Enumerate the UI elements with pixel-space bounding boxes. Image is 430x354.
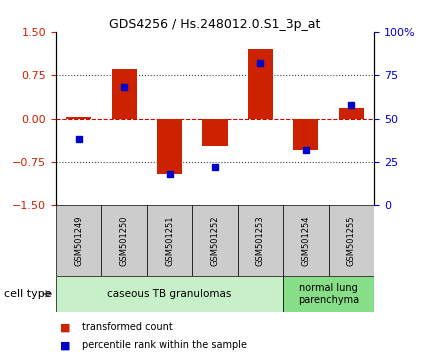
Text: normal lung
parenchyma: normal lung parenchyma — [298, 283, 359, 305]
Bar — [329, 205, 374, 276]
Bar — [339, 108, 364, 119]
Bar — [248, 49, 273, 119]
Bar — [56, 276, 283, 312]
Bar — [147, 205, 192, 276]
Text: cell type: cell type — [4, 289, 52, 299]
Title: GDS4256 / Hs.248012.0.S1_3p_at: GDS4256 / Hs.248012.0.S1_3p_at — [109, 18, 321, 31]
Text: GSM501254: GSM501254 — [301, 216, 310, 266]
Bar — [101, 205, 147, 276]
Bar — [157, 119, 182, 173]
Bar — [293, 119, 318, 150]
Text: GSM501250: GSM501250 — [120, 216, 129, 266]
Bar — [192, 205, 238, 276]
Bar — [203, 119, 227, 146]
Bar — [238, 205, 283, 276]
Bar — [56, 205, 101, 276]
Text: caseous TB granulomas: caseous TB granulomas — [108, 289, 232, 299]
Text: GSM501249: GSM501249 — [74, 216, 83, 266]
Text: GSM501253: GSM501253 — [256, 215, 265, 266]
Bar — [112, 69, 137, 119]
Text: percentile rank within the sample: percentile rank within the sample — [82, 340, 247, 350]
Bar — [283, 205, 329, 276]
Bar — [283, 276, 374, 312]
Text: GSM501252: GSM501252 — [211, 216, 219, 266]
Text: GSM501251: GSM501251 — [165, 216, 174, 266]
Text: GSM501255: GSM501255 — [347, 216, 356, 266]
Bar — [66, 118, 91, 119]
Text: ■: ■ — [60, 322, 71, 332]
Text: ■: ■ — [60, 340, 71, 350]
Text: transformed count: transformed count — [82, 322, 172, 332]
